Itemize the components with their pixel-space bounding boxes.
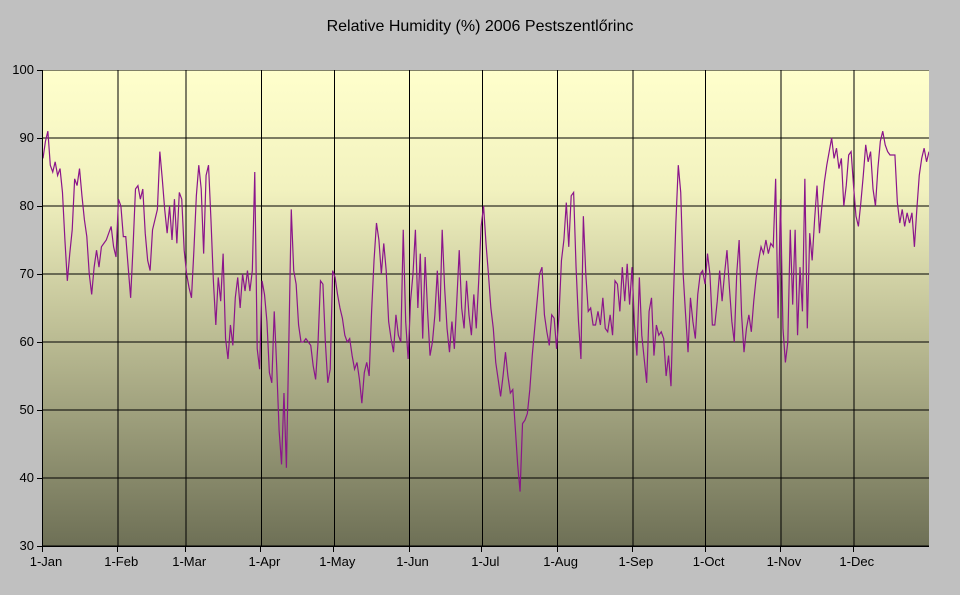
y-axis-tick-label: 70 [19, 266, 34, 281]
y-axis-tick-mark [37, 410, 42, 411]
chart-title: Relative Humidity (%) 2006 Pestszentlőri… [326, 18, 634, 35]
x-axis-tick-label: 1-Aug [543, 554, 578, 569]
x-axis-tick-mark [853, 547, 854, 552]
humidity-series-line [43, 131, 929, 492]
y-axis-tick-label: 50 [19, 402, 34, 417]
x-axis-tick-label: 1-Oct [692, 554, 725, 569]
chart-canvas [43, 70, 929, 546]
x-axis-tick-mark [705, 547, 706, 552]
x-axis-tick-mark [117, 547, 118, 552]
x-axis-tick-mark [557, 547, 558, 552]
x-axis-tick-mark [42, 547, 43, 552]
x-axis-tick-label: 1-Apr [248, 554, 281, 569]
y-axis-tick-mark [37, 342, 42, 343]
plot-area [42, 70, 929, 547]
y-axis-tick-mark [37, 274, 42, 275]
x-axis-tick-mark [780, 547, 781, 552]
x-axis-tick-mark [481, 547, 482, 552]
y-axis-tick-mark [37, 478, 42, 479]
x-axis-tick-mark [409, 547, 410, 552]
y-axis-tick-label: 90 [19, 130, 34, 145]
x-axis-tick-label: 1-May [319, 554, 356, 569]
y-axis-tick-mark [37, 138, 42, 139]
x-axis-tick-mark [185, 547, 186, 552]
x-axis-tick-label: 1-Dec [839, 554, 875, 569]
y-axis-tick-mark [37, 70, 42, 71]
y-axis-tick-label: 80 [19, 198, 34, 213]
y-axis-tick-mark [37, 206, 42, 207]
x-axis-tick-mark [333, 547, 334, 552]
y-axis-tick-mark [37, 546, 42, 547]
y-axis-tick-label: 40 [19, 470, 34, 485]
x-axis-tick-label: 1-Sep [618, 554, 654, 569]
x-axis-tick-mark [632, 547, 633, 552]
x-axis-tick-label: 1-Nov [766, 554, 802, 569]
x-axis-tick-label: 1-Jul [471, 554, 500, 569]
x-axis-tick-label: 1-Feb [104, 554, 139, 569]
y-axis-tick-label: 100 [12, 62, 34, 77]
x-axis-tick-label: 1-Jan [29, 554, 63, 569]
x-axis-tick-mark [260, 547, 261, 552]
gridlines [43, 70, 929, 546]
y-axis-tick-label: 30 [19, 538, 34, 553]
y-axis-tick-label: 60 [19, 334, 34, 349]
x-axis-tick-label: 1-Mar [172, 554, 207, 569]
x-axis-tick-label: 1-Jun [396, 554, 429, 569]
